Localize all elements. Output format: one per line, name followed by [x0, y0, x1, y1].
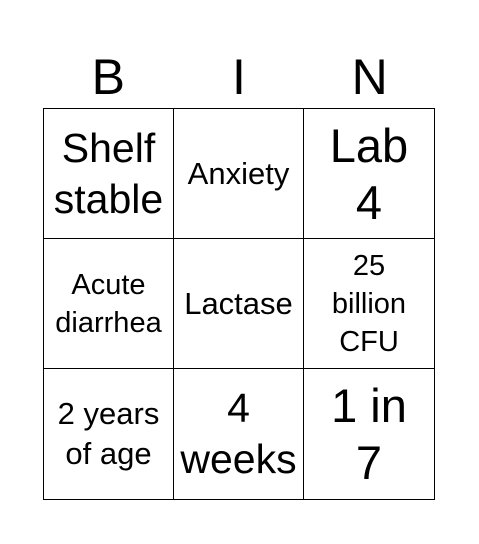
cell-label: Anxiety — [187, 155, 290, 191]
bingo-board: Shelf stable Anxiety Lab 4 Acute diarrhe… — [43, 108, 435, 500]
cell-label: Lactase — [184, 285, 293, 321]
header-letter-n: N — [351, 49, 388, 105]
header-letter-i: I — [232, 49, 246, 105]
bingo-cell-r3c1[interactable]: 2 years of age — [44, 369, 174, 499]
bingo-cell-r2c2[interactable]: Lactase — [174, 239, 304, 369]
bingo-cell-r2c1[interactable]: Acute diarrhea — [44, 239, 174, 369]
bingo-cell-r2c3[interactable]: 25 billion CFU — [304, 239, 434, 369]
bingo-cell-r3c3[interactable]: 1 in 7 — [304, 369, 434, 499]
bingo-cell-r1c3[interactable]: Lab 4 — [304, 109, 434, 239]
bingo-cell-r3c2[interactable]: 4 weeks — [174, 369, 304, 499]
cell-label: 25 billion CFU — [331, 249, 407, 358]
cell-label: Lab 4 — [329, 118, 409, 229]
header-letter-b: B — [91, 49, 125, 105]
cell-label: Shelf stable — [53, 124, 164, 222]
cell-label: 4 weeks — [180, 385, 297, 482]
cell-label: 1 in 7 — [331, 379, 407, 489]
bingo-cell-r1c1[interactable]: Shelf stable — [44, 109, 174, 239]
cell-label: Acute diarrhea — [55, 268, 162, 339]
cell-label: 2 years of age — [57, 396, 160, 471]
bingo-header: B I N — [43, 46, 435, 108]
bingo-cell-r1c2[interactable]: Anxiety — [174, 109, 304, 239]
